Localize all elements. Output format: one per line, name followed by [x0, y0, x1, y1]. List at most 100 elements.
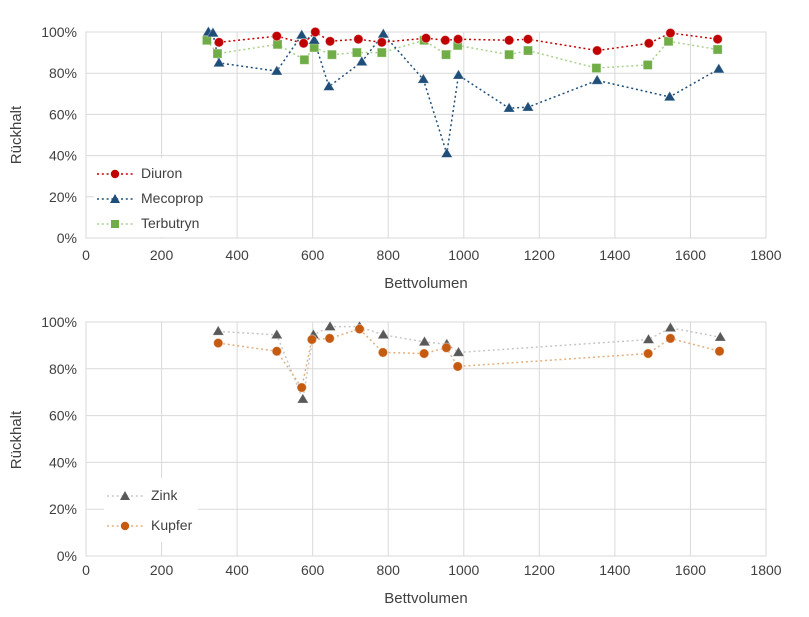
series-terbutryn-point: [327, 49, 337, 60]
legend-marker: [110, 193, 120, 203]
series-diuron-point: [503, 35, 515, 46]
series-diuron-point: [271, 30, 282, 42]
y-tick-label: 20%: [49, 189, 77, 205]
series-mecoprop-point: [440, 147, 454, 158]
legend-marker: [110, 169, 120, 178]
legend-label: Kupfer: [151, 517, 193, 533]
x-tick-label: 400: [225, 562, 249, 578]
series-mecoprop-point: [322, 80, 336, 91]
zink-marker-icon: [106, 488, 144, 502]
series-zink-point: [642, 333, 655, 344]
x-tick-label: 800: [377, 562, 401, 578]
series-mecoprop-point: [712, 62, 726, 74]
bottom-y-axis-title: Rückhalt: [8, 410, 25, 470]
series-zink-point: [713, 330, 727, 342]
x-tick-label: 1600: [675, 247, 706, 263]
legend-swatch: [107, 521, 143, 531]
series-terbutryn-point: [523, 45, 533, 56]
x-tick-label: 0: [82, 562, 90, 578]
series-terbutryn-point: [642, 60, 653, 70]
series-zink-point: [323, 320, 337, 331]
x-tick-label: 1600: [675, 562, 706, 578]
series-mecoprop-point: [590, 74, 604, 85]
x-tick-label: 1200: [524, 562, 555, 578]
bottom-legend: Zink Kupfer: [104, 478, 199, 542]
x-tick-label: 600: [301, 247, 325, 263]
y-tick-label: 100%: [41, 314, 77, 330]
y-tick-label: 80%: [49, 361, 77, 377]
series-diuron-point: [522, 34, 534, 45]
y-tick-label: 0%: [57, 230, 77, 246]
series-mecoprop-point: [307, 33, 321, 45]
legend-item-terbutryn: Terbutryn: [96, 210, 203, 235]
series-kupfer-point: [452, 361, 463, 372]
legend-swatch: [97, 219, 133, 228]
series-kupfer-point: [714, 346, 725, 357]
legend-label: Diuron: [141, 164, 183, 181]
series-diuron-point: [591, 45, 603, 56]
series-mecoprop-point: [355, 55, 369, 67]
series-kupfer-point: [324, 333, 335, 344]
series-mecoprop-point: [295, 28, 309, 40]
series-mecoprop-point: [521, 100, 535, 112]
y-tick-label: 40%: [49, 454, 77, 470]
legend-label: Zink: [151, 487, 178, 503]
series-zink-point: [452, 346, 465, 357]
x-tick-label: 1000: [448, 562, 479, 578]
series-terbutryn-point: [351, 47, 362, 58]
x-tick-label: 400: [225, 247, 249, 263]
terbutryn-marker-icon: [96, 216, 134, 230]
series-terbutryn-point: [212, 48, 223, 59]
legend-marker: [120, 491, 130, 500]
series-line-kupfer: [218, 328, 720, 390]
series-diuron-point: [440, 35, 451, 46]
legend-label: Mecoprop: [141, 189, 204, 206]
series-mecoprop-point: [377, 27, 390, 39]
legend-item-zink: Zink: [106, 480, 192, 510]
y-tick-label: 20%: [49, 501, 77, 517]
series-terbutryn-point: [712, 44, 723, 55]
series-zink-point: [211, 324, 225, 336]
series-diuron-point: [376, 37, 387, 48]
series-terbutryn-point: [504, 49, 515, 60]
x-tick-label: 1800: [750, 562, 781, 578]
x-tick-label: 1400: [599, 247, 630, 263]
legend-item-mecoprop: Mecoprop: [96, 185, 203, 210]
series-diuron-point: [213, 37, 225, 48]
series-mecoprop-point: [417, 72, 430, 84]
series-mecoprop-point: [502, 101, 516, 113]
series-line-zink: [218, 325, 721, 402]
diuron-marker-icon: [96, 166, 134, 180]
x-tick-label: 1000: [448, 247, 479, 263]
series-mecoprop-point: [212, 56, 226, 68]
top-y-axis-title: Rückhalt: [8, 105, 25, 165]
series-kupfer-point: [665, 333, 676, 344]
x-tick-label: 0: [82, 247, 90, 263]
series-terbutryn-point: [441, 49, 451, 60]
legend-item-diuron: Diuron: [96, 160, 203, 185]
series-zink-point: [270, 328, 284, 340]
y-tick-label: 0%: [57, 548, 77, 564]
series-terbutryn-point: [663, 36, 674, 47]
plot-border: [85, 31, 767, 239]
y-tick-label: 60%: [49, 408, 77, 424]
series-kupfer-point: [271, 346, 282, 357]
series-zink-point: [418, 335, 431, 347]
series-terbutryn-point: [299, 54, 310, 65]
legend-marker: [120, 521, 130, 531]
series-line-mecoprop: [208, 31, 720, 154]
kupfer-marker-icon: [106, 518, 144, 532]
legend-swatch: [107, 491, 143, 500]
top-legend: Diuron Mecoprop Terbutryn: [94, 158, 210, 237]
series-mecoprop-point: [206, 26, 220, 38]
y-tick-label: 40%: [49, 148, 77, 164]
series-kupfer-point: [418, 348, 430, 359]
series-diuron-point: [665, 27, 676, 39]
y-tick-label: 80%: [49, 65, 77, 81]
series-zink-point: [377, 328, 390, 340]
series-kupfer-point: [642, 348, 654, 359]
y-tick-label: 100%: [41, 24, 77, 40]
series-diuron-point: [324, 36, 336, 47]
series-kupfer-point: [441, 342, 452, 353]
